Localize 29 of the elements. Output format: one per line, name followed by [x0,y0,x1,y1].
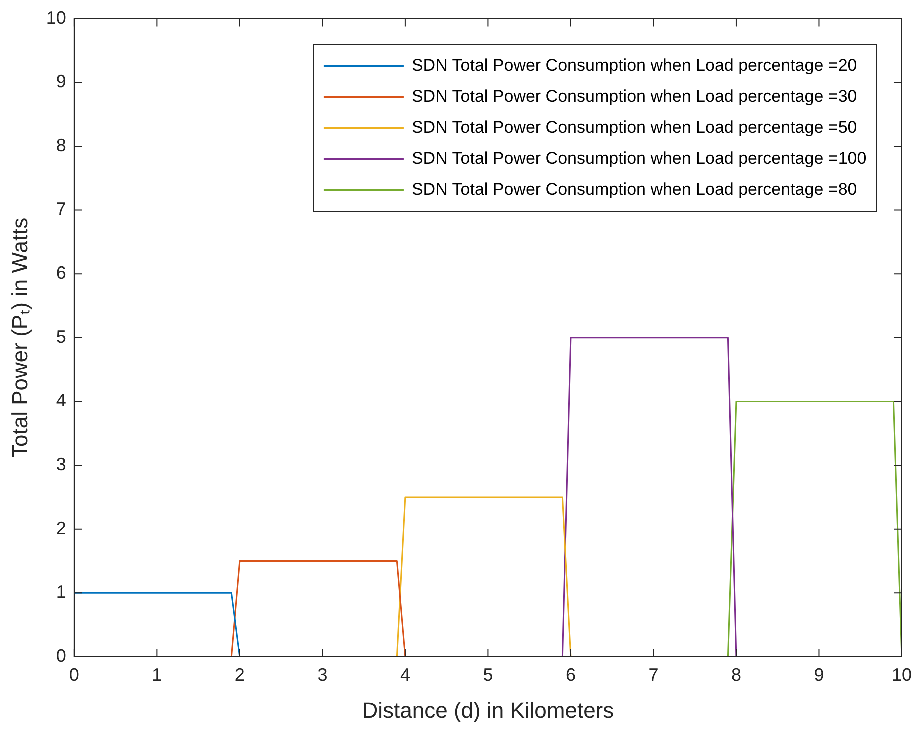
legend-label: SDN Total Power Consumption when Load percentage =80 [412,180,858,199]
x-tick-label: 8 [731,664,742,685]
x-tick-label: 7 [648,664,659,685]
y-tick-label: 4 [56,390,66,411]
y-axis-title: Total Power (Pₜ) in Watts [7,218,32,458]
legend-label: SDN Total Power Consumption when Load percentage =20 [412,56,858,75]
legend-label: SDN Total Power Consumption when Load percentage =100 [412,148,867,168]
x-tick-label: 0 [69,664,80,685]
x-tick-label: 5 [483,664,494,685]
y-tick-label: 9 [56,72,66,92]
x-tick-label: 4 [400,664,410,685]
legend-label: SDN Total Power Consumption when Load percentage =50 [412,118,858,137]
x-axis-title: Distance (d) in Kilometers [362,698,614,723]
y-tick-label: 3 [56,454,66,475]
x-tick-label: 9 [814,664,824,685]
x-tick-label: 2 [234,664,245,685]
y-tick-label: 1 [56,582,66,602]
legend-label: SDN Total Power Consumption when Load percentage =30 [412,86,858,106]
x-tick-label: 10 [892,664,912,685]
x-tick-label: 6 [566,664,576,685]
y-tick-label: 2 [56,518,66,538]
y-tick-label: 5 [56,326,66,347]
y-tick-label: 6 [56,263,66,284]
x-tick-label: 1 [152,664,162,685]
y-tick-label: 0 [56,646,66,666]
y-tick-label: 7 [56,199,66,220]
y-tick-label: 10 [46,8,66,28]
y-tick-label: 8 [56,135,66,156]
x-tick-label: 3 [318,664,328,685]
